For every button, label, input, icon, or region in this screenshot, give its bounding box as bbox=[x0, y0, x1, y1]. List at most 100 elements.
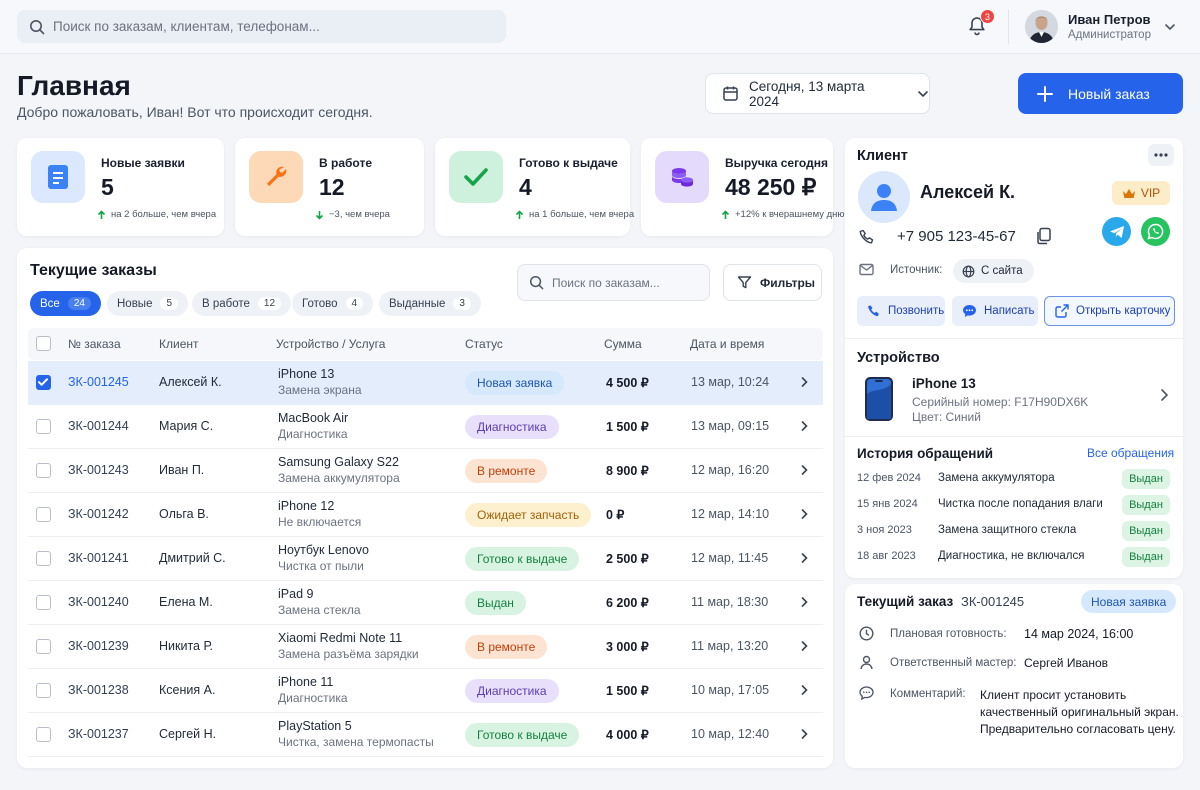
status-badge: Диагностика bbox=[465, 679, 559, 703]
row-checkbox[interactable] bbox=[36, 463, 51, 478]
table-row[interactable]: ЗК-001242 Ольга В. iPhone 12 Не включается О… bbox=[28, 493, 823, 537]
order-service: Не включается bbox=[278, 515, 362, 529]
call-button[interactable]: Позвонить bbox=[857, 296, 945, 326]
orders-search[interactable] bbox=[517, 264, 710, 301]
table-row[interactable]: ЗК-001245 Алексей К. iPhone 13 Замена экран… bbox=[28, 361, 823, 405]
new-order-label: Новый заказ bbox=[1068, 85, 1150, 102]
tab-all[interactable]: Все 24 bbox=[30, 291, 101, 316]
client-title: Клиент bbox=[857, 148, 908, 164]
open-card-label: Открыть карточку bbox=[1076, 305, 1171, 317]
history-text[interactable]: Диагностика, не включался bbox=[938, 550, 1085, 562]
chevron-right-icon[interactable] bbox=[800, 552, 809, 564]
order-id[interactable]: ЗК-001243 bbox=[68, 463, 129, 477]
new-order-button[interactable]: Новый заказ bbox=[1018, 73, 1183, 114]
column-header[interactable]: Сумма bbox=[604, 337, 642, 351]
row-checkbox[interactable] bbox=[36, 639, 51, 654]
table-row[interactable]: ЗК-001243 Иван П. Samsung Galaxy S22 Замена… bbox=[28, 449, 823, 493]
select-all-checkbox[interactable] bbox=[36, 336, 51, 351]
order-date: 12 мар, 14:10 bbox=[691, 507, 770, 521]
order-id[interactable]: ЗК-001245 bbox=[68, 375, 129, 389]
table-row[interactable]: ЗК-001244 Мария С. MacBook Air Диагностика Д… bbox=[28, 405, 823, 449]
row-checkbox[interactable] bbox=[36, 551, 51, 566]
order-sum: 1 500 ₽ bbox=[606, 684, 649, 698]
current-order-title: Текущий заказ bbox=[857, 594, 954, 609]
chevron-right-icon[interactable] bbox=[800, 420, 809, 432]
row-checkbox[interactable] bbox=[36, 507, 51, 522]
column-header[interactable]: Статус bbox=[465, 337, 503, 351]
phone-device-icon bbox=[864, 376, 894, 422]
order-id[interactable]: ЗК-001242 bbox=[68, 507, 129, 521]
row-checkbox[interactable] bbox=[36, 419, 51, 434]
order-service: Замена экрана bbox=[278, 383, 362, 397]
chevron-right-icon[interactable] bbox=[800, 596, 809, 608]
order-id[interactable]: ЗК-001244 bbox=[68, 419, 129, 433]
more-icon[interactable] bbox=[1148, 144, 1174, 166]
stat-compare: −3, чем вчера bbox=[329, 209, 390, 220]
chevron-right-icon[interactable] bbox=[800, 684, 809, 696]
whatsapp-icon[interactable] bbox=[1141, 217, 1170, 246]
row-checkbox[interactable] bbox=[36, 727, 51, 742]
orders-search-input[interactable] bbox=[552, 275, 702, 290]
row-checkbox[interactable] bbox=[36, 595, 51, 610]
history-text[interactable]: Замена защитного стекла bbox=[938, 524, 1077, 536]
status-badge: Ожидает запчасть bbox=[465, 503, 592, 527]
order-id[interactable]: ЗК-001241 bbox=[68, 551, 129, 565]
call-label: Позвонить bbox=[888, 305, 945, 317]
all-history-link[interactable]: Все обращения bbox=[1087, 446, 1175, 460]
tab-in-work[interactable]: В работе 12 bbox=[192, 291, 292, 316]
table-row[interactable]: ЗК-001239 Никита Р. Xiaomi Redmi Note 11 За… bbox=[28, 625, 823, 669]
comment-line: Клиент просит установить bbox=[980, 688, 1127, 702]
order-id[interactable]: ЗК-001239 bbox=[68, 639, 129, 653]
device-name: iPhone 13 bbox=[912, 376, 976, 391]
telegram-icon[interactable] bbox=[1102, 217, 1131, 246]
chevron-right-icon[interactable] bbox=[800, 640, 809, 652]
write-button[interactable]: Написать bbox=[952, 296, 1038, 326]
tab-issued[interactable]: Выданные 3 bbox=[379, 291, 481, 316]
order-client: Елена М. bbox=[159, 595, 213, 609]
open-card-button[interactable]: Открыть карточку bbox=[1044, 296, 1175, 326]
table-row[interactable]: ЗК-001240 Елена М. iPad 9 Замена стекла Выда… bbox=[28, 581, 823, 625]
tab-ready[interactable]: Готово 4 bbox=[292, 291, 374, 316]
stat-label: Готово к выдаче bbox=[519, 156, 618, 170]
global-search[interactable] bbox=[17, 10, 506, 43]
user-name[interactable]: Иван Петров bbox=[1068, 12, 1151, 27]
history-text[interactable]: Чистка после попадания влаги bbox=[938, 498, 1103, 510]
phone-icon bbox=[859, 229, 875, 245]
chevron-right-icon[interactable] bbox=[800, 728, 809, 740]
table-row[interactable]: ЗК-001237 Сергей Н. PlayStation 5 Чистка, з… bbox=[28, 713, 823, 757]
chevron-right-icon[interactable] bbox=[800, 464, 809, 476]
stat-card-new[interactable]: Новые заявки 5 на 2 больше, чем вчера bbox=[17, 138, 224, 236]
column-header[interactable]: № заказа bbox=[68, 337, 121, 351]
chevron-right-icon[interactable] bbox=[1159, 388, 1169, 402]
copy-icon[interactable] bbox=[1035, 227, 1052, 245]
comment-label: Комментарий: bbox=[890, 688, 966, 700]
row-checkbox[interactable] bbox=[36, 375, 51, 390]
chevron-right-icon[interactable] bbox=[800, 376, 809, 388]
history-text[interactable]: Замена аккумулятора bbox=[938, 472, 1055, 484]
status-badge: Новая заявка bbox=[1081, 590, 1177, 613]
stat-card-in-work[interactable]: В работе 12 −3, чем вчера bbox=[235, 138, 424, 236]
stat-card-ready[interactable]: Готово к выдаче 4 на 1 больше, чем вчера bbox=[435, 138, 634, 236]
column-header[interactable]: Устройство / Услуга bbox=[276, 337, 386, 351]
chevron-down-icon[interactable] bbox=[1164, 22, 1176, 32]
filters-button[interactable]: Фильтры bbox=[723, 264, 822, 301]
filters-label: Фильтры bbox=[760, 275, 816, 290]
table-row[interactable]: ЗК-001241 Дмитрий С. Ноутбук Lenovo Чистка … bbox=[28, 537, 823, 581]
chevron-right-icon[interactable] bbox=[800, 508, 809, 520]
avatar[interactable] bbox=[1025, 10, 1058, 43]
order-id[interactable]: ЗК-001237 bbox=[68, 727, 129, 741]
order-id[interactable]: ЗК-001240 bbox=[68, 595, 129, 609]
client-phone[interactable]: +7 905 123-45-67 bbox=[897, 228, 1016, 245]
write-label: Написать bbox=[984, 305, 1035, 317]
date-picker[interactable]: Сегодня, 13 марта 2024 bbox=[705, 73, 930, 114]
order-id[interactable]: ЗК-001238 bbox=[68, 683, 129, 697]
column-header[interactable]: Дата и время bbox=[690, 337, 765, 351]
column-header[interactable]: Клиент bbox=[159, 337, 199, 351]
tab-new[interactable]: Новые 5 bbox=[107, 291, 189, 316]
order-service: Диагностика bbox=[278, 691, 348, 705]
stat-card-revenue[interactable]: Выручка сегодня 48 250 ₽ +12% к вчерашне… bbox=[641, 138, 845, 236]
global-search-input[interactable] bbox=[53, 19, 483, 34]
row-checkbox[interactable] bbox=[36, 683, 51, 698]
table-row[interactable]: ЗК-001238 Ксения А. iPhone 11 Диагностика Ди… bbox=[28, 669, 823, 713]
tab-count: 5 bbox=[160, 297, 179, 310]
